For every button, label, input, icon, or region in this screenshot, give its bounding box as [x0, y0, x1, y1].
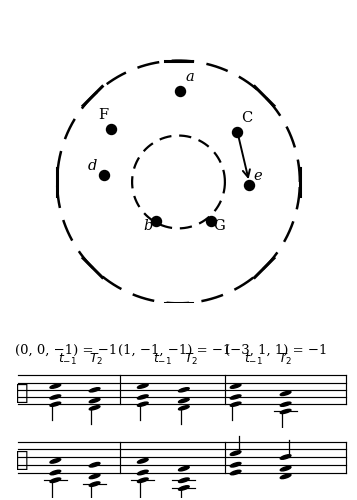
Ellipse shape	[89, 388, 100, 392]
Ellipse shape	[280, 392, 291, 396]
Ellipse shape	[137, 470, 148, 475]
Ellipse shape	[280, 474, 291, 478]
Point	[246, 181, 252, 189]
Ellipse shape	[89, 474, 100, 478]
Ellipse shape	[50, 478, 61, 482]
Text: F: F	[98, 108, 108, 122]
Ellipse shape	[230, 451, 241, 456]
Ellipse shape	[137, 478, 148, 482]
Point	[208, 217, 214, 225]
Text: (−3, 1, 1) = −1: (−3, 1, 1) = −1	[226, 344, 328, 356]
Point	[154, 217, 159, 225]
Text: $t_{-1}$: $t_{-1}$	[244, 352, 263, 366]
Ellipse shape	[89, 462, 100, 467]
Point	[177, 87, 183, 95]
Ellipse shape	[178, 398, 189, 402]
Ellipse shape	[280, 402, 291, 406]
Ellipse shape	[89, 482, 100, 486]
Ellipse shape	[280, 410, 291, 414]
Text: d: d	[88, 159, 97, 173]
Ellipse shape	[137, 395, 148, 399]
Point	[101, 171, 106, 179]
Ellipse shape	[178, 406, 189, 410]
Text: $T_2$: $T_2$	[89, 352, 104, 366]
Ellipse shape	[50, 458, 61, 463]
Text: $t_{-1}$: $t_{-1}$	[153, 352, 172, 366]
Ellipse shape	[178, 388, 189, 392]
Ellipse shape	[89, 398, 100, 402]
Point	[235, 128, 240, 136]
Ellipse shape	[230, 470, 241, 475]
Ellipse shape	[230, 384, 241, 388]
Ellipse shape	[50, 470, 61, 475]
Text: e: e	[254, 169, 262, 183]
Ellipse shape	[89, 406, 100, 410]
Ellipse shape	[230, 402, 241, 406]
Text: 𝄞: 𝄞	[16, 383, 29, 403]
Ellipse shape	[137, 402, 148, 406]
Text: (0, 0, −1) = −1: (0, 0, −1) = −1	[15, 344, 117, 356]
Ellipse shape	[50, 402, 61, 406]
Ellipse shape	[178, 466, 189, 471]
Text: $t_{-1}$: $t_{-1}$	[58, 352, 77, 366]
Text: G: G	[213, 218, 225, 232]
Ellipse shape	[137, 384, 148, 388]
Ellipse shape	[280, 466, 291, 471]
Ellipse shape	[137, 458, 148, 463]
Ellipse shape	[50, 395, 61, 399]
Text: $T_2$: $T_2$	[278, 352, 293, 366]
Text: C: C	[241, 111, 252, 125]
Text: b: b	[144, 218, 153, 232]
Ellipse shape	[178, 478, 189, 482]
Ellipse shape	[230, 395, 241, 399]
Point	[108, 125, 114, 133]
Text: 𝄞: 𝄞	[16, 450, 29, 470]
Ellipse shape	[50, 384, 61, 388]
Ellipse shape	[230, 462, 241, 467]
Ellipse shape	[280, 454, 291, 460]
Text: (1, −1, −1) = −1: (1, −1, −1) = −1	[118, 344, 232, 356]
Text: $T_2$: $T_2$	[184, 352, 198, 366]
Ellipse shape	[178, 486, 189, 490]
Text: a: a	[186, 70, 195, 84]
